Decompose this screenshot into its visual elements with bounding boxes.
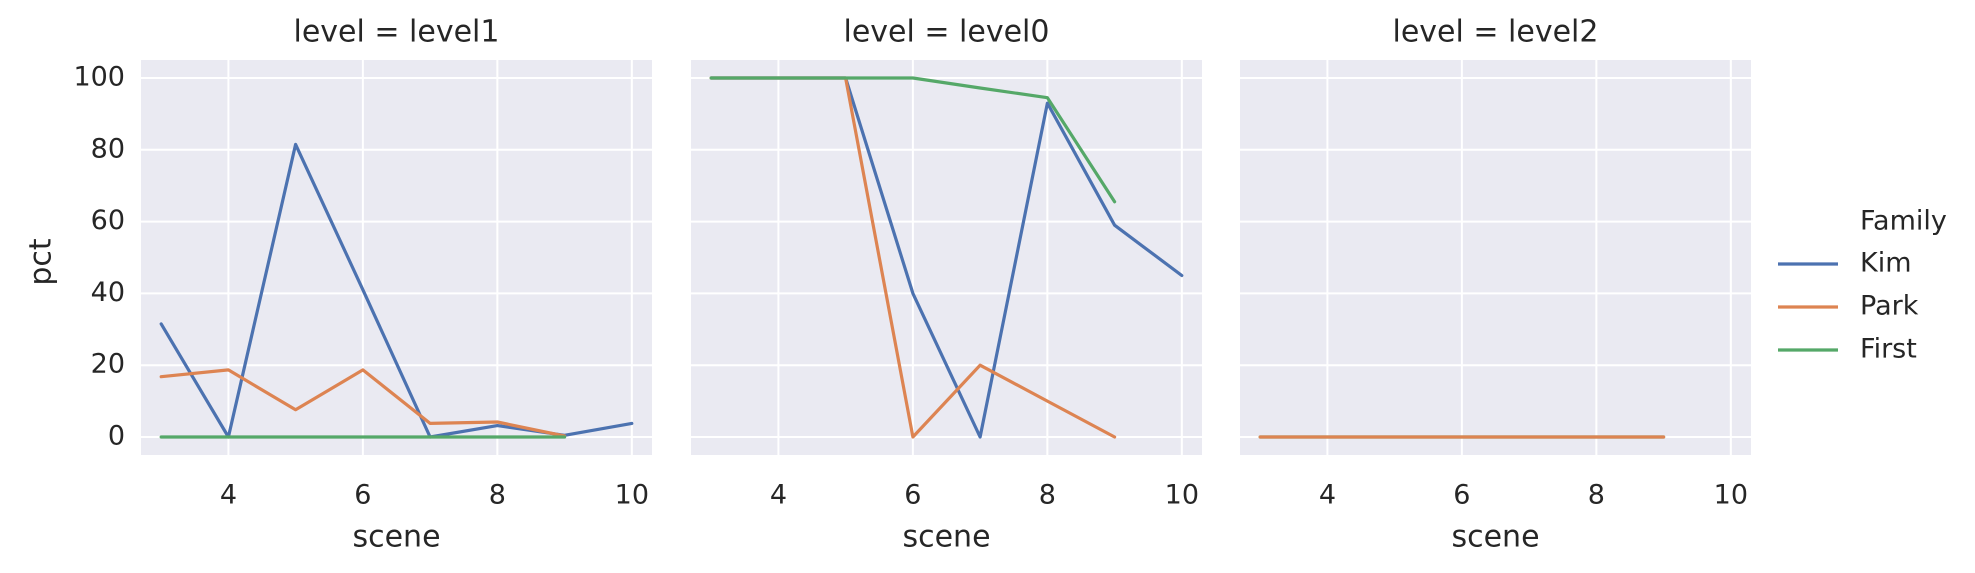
facet-title: level = level2 xyxy=(1393,15,1599,50)
x-axis-label: scene xyxy=(352,520,440,555)
y-tick-label: 60 xyxy=(91,205,125,236)
panel-background xyxy=(1240,60,1751,455)
facet-title: level = level0 xyxy=(844,15,1050,50)
legend-label: Park xyxy=(1860,291,1919,322)
legend-items: Kim Park First xyxy=(1778,248,1919,365)
facet-panel-3: 4 6 8 10 level = level2 scene xyxy=(1240,15,1751,555)
x-tick-label: 8 xyxy=(489,480,506,511)
x-axis-label: scene xyxy=(902,520,990,555)
x-tick-label: 4 xyxy=(1319,480,1336,511)
x-tick-label: 8 xyxy=(1588,480,1605,511)
y-tick-label: 20 xyxy=(91,349,125,380)
legend-title: Family xyxy=(1860,206,1947,237)
y-tick-label: 80 xyxy=(91,133,125,164)
facet-panel-2: 4 6 8 10 level = level0 scene xyxy=(691,15,1202,555)
x-tick-label: 6 xyxy=(1453,480,1470,511)
panel-background xyxy=(141,60,652,455)
x-axis-label: scene xyxy=(1451,520,1539,555)
facet-title: level = level1 xyxy=(294,15,500,50)
legend-label: Kim xyxy=(1860,248,1912,279)
y-tick-label: 100 xyxy=(73,61,125,92)
y-tick-label: 40 xyxy=(91,277,125,308)
x-tick-label: 10 xyxy=(1165,480,1199,511)
y-tick-label: 0 xyxy=(108,421,125,452)
legend-item-park: Park xyxy=(1778,291,1919,322)
x-tick-label: 10 xyxy=(615,480,649,511)
legend-label: First xyxy=(1860,334,1917,365)
x-tick-label: 6 xyxy=(904,480,921,511)
x-tick-label: 10 xyxy=(1714,480,1748,511)
legend-item-kim: Kim xyxy=(1778,248,1912,279)
panel-background xyxy=(691,60,1202,455)
series-line-first xyxy=(709,76,1117,204)
x-tick-label: 4 xyxy=(220,480,237,511)
legend: Family Kim Park First xyxy=(1778,206,1947,365)
x-tick-label: 4 xyxy=(770,480,787,511)
y-axis-label: pct xyxy=(24,238,59,286)
x-tick-label: 6 xyxy=(354,480,371,511)
x-tick-label: 8 xyxy=(1039,480,1056,511)
legend-item-first: First xyxy=(1778,334,1917,365)
series-line-park xyxy=(159,368,567,438)
